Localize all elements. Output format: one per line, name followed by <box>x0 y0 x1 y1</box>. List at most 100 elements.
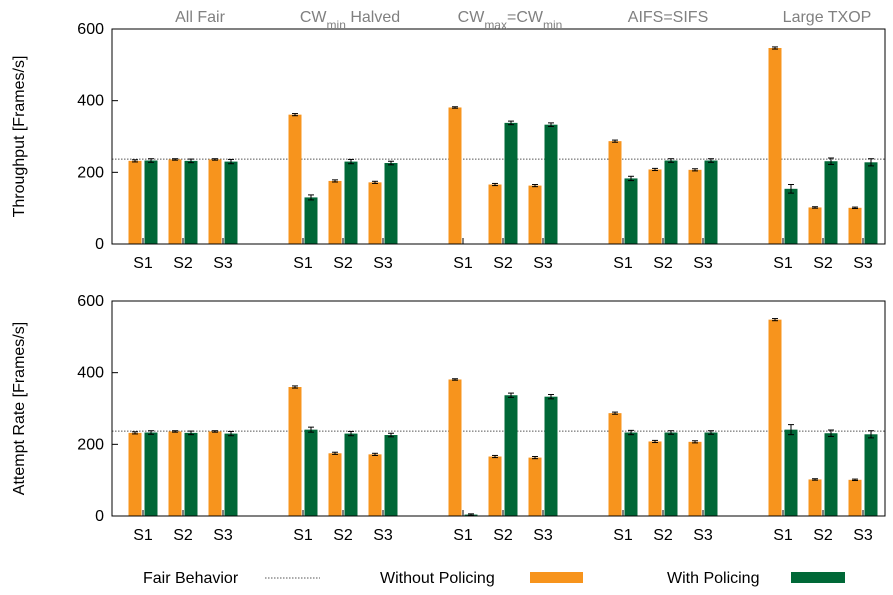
x-category-label: S3 <box>693 255 713 272</box>
bar-with-g3-s2 <box>504 395 518 516</box>
group-titles: All Fair CWmin Halved CWmax=CWmin AIFS=SIFS… <box>175 9 871 32</box>
bar-with-g1-s3 <box>224 433 238 516</box>
legend-swatch-without-policing <box>530 572 583 583</box>
x-category-label: S2 <box>173 527 193 544</box>
x-category-label: S2 <box>813 527 833 544</box>
bar-without-g4-s2 <box>648 441 662 516</box>
bar-without-g2-s1 <box>288 387 302 516</box>
bar-with-g3-s3 <box>544 124 558 244</box>
bar-with-g2-s2 <box>344 433 358 516</box>
x-category-label: S3 <box>373 255 393 272</box>
x-category-label: S2 <box>653 527 673 544</box>
group-title-5: Large TXOP <box>783 9 872 26</box>
bar-with-g4-s2 <box>664 432 678 516</box>
bar-without-g3-s3 <box>528 457 542 516</box>
bar-with-g1-s1 <box>144 160 158 244</box>
bar-with-g1-s2 <box>184 160 198 244</box>
bar-without-g2-s2 <box>328 453 342 516</box>
x-category-label: S1 <box>133 527 153 544</box>
bar-with-g2-s1 <box>304 197 318 244</box>
group-title-3: CWmax=CWmin <box>458 9 563 32</box>
x-category-label: S1 <box>133 255 153 272</box>
x-category-label: S3 <box>213 527 233 544</box>
bar-with-g2-s3 <box>384 435 398 516</box>
bar-with-g5-s1 <box>784 429 798 516</box>
bar-with-g1-s3 <box>224 161 238 244</box>
bar-without-g1-s2 <box>168 431 182 516</box>
x-category-label: S1 <box>773 527 793 544</box>
bar-with-g4-s1 <box>624 432 638 516</box>
x-category-label: S3 <box>853 255 873 272</box>
legend-label-without-policing: Without Policing <box>380 570 495 587</box>
x-category-label: S2 <box>173 255 193 272</box>
bar-with-g5-s1 <box>784 188 798 244</box>
x-category-label: S2 <box>493 527 513 544</box>
bar-with-g4-s1 <box>624 178 638 244</box>
bar-with-g4-s3 <box>704 432 718 516</box>
y-tick-label: 0 <box>95 236 104 253</box>
bar-without-g4-s1 <box>608 141 622 244</box>
x-category-label: S1 <box>773 255 793 272</box>
bar-with-g5-s2 <box>824 161 838 244</box>
bar-with-g4-s3 <box>704 160 718 244</box>
x-category-label: S3 <box>373 527 393 544</box>
bar-with-g3-s2 <box>504 122 518 244</box>
bar-without-g4-s2 <box>648 169 662 244</box>
bar-without-g3-s1 <box>448 107 462 244</box>
y-tick-label: 0 <box>95 508 104 525</box>
x-category-label: S1 <box>293 527 313 544</box>
bar-without-g5-s3 <box>848 479 862 516</box>
bar-without-g5-s3 <box>848 207 862 244</box>
x-category-label: S1 <box>453 255 473 272</box>
y-tick-label: 400 <box>77 365 104 382</box>
y-tick-label: 200 <box>77 164 104 181</box>
x-category-label: S3 <box>853 527 873 544</box>
y-axis-label: Throughput [Frames/s] <box>11 56 28 218</box>
chart-panel-2: 0 200 400 600 Attempt Rate [Frames/s] S1 S2 S3 S… <box>11 293 886 544</box>
bar-with-g1-s1 <box>144 432 158 516</box>
x-category-label: S2 <box>653 255 673 272</box>
x-category-label: S1 <box>293 255 313 272</box>
bar-without-g5-s2 <box>808 207 822 244</box>
bar-with-g4-s2 <box>664 160 678 244</box>
x-category-label: S3 <box>533 527 553 544</box>
bar-with-g5-s3 <box>864 434 878 516</box>
bar-without-g1-s1 <box>128 432 142 516</box>
bar-with-g3-s3 <box>544 396 558 516</box>
legend-label-with-policing: With Policing <box>667 570 759 587</box>
bar-without-g5-s1 <box>768 319 782 516</box>
x-category-label: S1 <box>613 255 633 272</box>
y-tick-label: 200 <box>77 436 104 453</box>
bar-without-g2-s3 <box>368 454 382 516</box>
bar-without-g4-s3 <box>688 441 702 516</box>
bar-without-g5-s1 <box>768 47 782 244</box>
bar-without-g2-s2 <box>328 180 342 244</box>
x-category-label: S3 <box>213 255 233 272</box>
bar-without-g3-s1 <box>448 379 462 516</box>
bar-without-g4-s3 <box>688 169 702 244</box>
y-axis-label: Attempt Rate [Frames/s] <box>11 322 28 495</box>
plot-frame <box>111 300 886 517</box>
bar-with-g1-s2 <box>184 432 198 516</box>
bar-with-g2-s3 <box>384 163 398 244</box>
legend-swatch-with-policing <box>791 572 845 583</box>
x-category-label: S2 <box>813 255 833 272</box>
x-category-label: S1 <box>453 527 473 544</box>
group-title-4: AIFS=SIFS <box>628 9 708 26</box>
group-title-1: All Fair <box>175 9 225 26</box>
y-tick-label: 400 <box>77 93 104 110</box>
x-category-label: S1 <box>613 527 633 544</box>
bar-without-g2-s3 <box>368 182 382 244</box>
plot-frame <box>111 28 886 245</box>
legend: Fair Behavior Without Policing With Poli… <box>143 570 845 587</box>
bar-without-g3-s2 <box>488 184 502 244</box>
legend-label-fair: Fair Behavior <box>143 570 239 587</box>
bar-with-g5-s3 <box>864 162 878 244</box>
bar-without-g3-s3 <box>528 185 542 244</box>
bar-without-g1-s1 <box>128 160 142 244</box>
y-tick-label: 600 <box>77 293 104 310</box>
bar-with-g2-s2 <box>344 161 358 244</box>
group-title-2: CWmin Halved <box>300 9 400 32</box>
bar-without-g4-s1 <box>608 413 622 516</box>
